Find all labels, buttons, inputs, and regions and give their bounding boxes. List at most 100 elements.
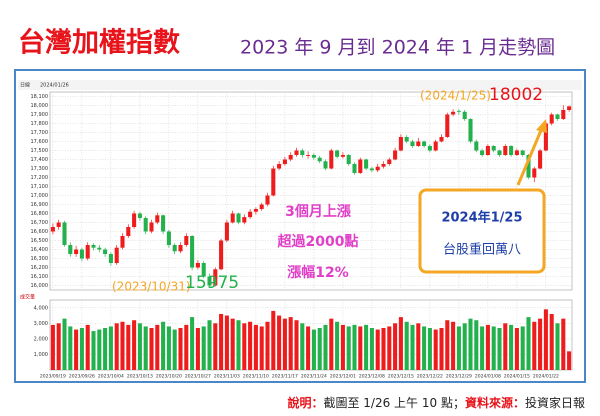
callout-text: 台股重回萬八 [443,242,521,258]
volume-bar [253,324,258,370]
candle-body [549,114,554,124]
x-tick-label: 2024/01/15 [504,374,530,380]
candle-body [184,236,189,245]
candle-body [294,150,299,155]
candle-body [74,249,79,254]
annotation-high-value: 18002 [489,85,543,105]
candle-body [236,213,241,223]
volume-bar [485,324,490,370]
volume-bar [166,326,171,370]
candle-body [288,155,293,160]
y-tick-label: 18,000 [31,103,49,109]
volume-bar [323,324,328,370]
candle-body [364,159,369,169]
footer-note: 截圖至 1/26 上午 10 點； [323,396,464,410]
candle-body [491,146,496,151]
volume-bar [549,314,554,370]
candle-body [103,249,108,254]
candle-body [91,245,96,248]
volume-bar [190,317,195,370]
volume-bar [462,323,467,370]
annotation-rise: 超過2000點 [277,233,359,250]
annotation-low-date: (2023/10/31) [112,280,191,294]
candle-body [114,247,119,263]
x-tick-label: 2023/11/03 [214,374,240,380]
volume-bar [561,318,566,370]
y-tick-label: 17,600 [31,139,49,145]
volume-bar [259,326,264,370]
volume-bar [236,320,241,370]
volume-bar [79,328,84,370]
volume-bar [555,323,560,370]
candle-body [340,155,345,157]
candle-body [404,137,409,142]
candle-body [398,137,403,151]
volume-bar [143,326,148,370]
candle-body [242,217,247,223]
volume-bar [85,324,90,370]
volume-label: 成交量 [20,294,35,301]
candle-body [335,150,340,157]
candle-body [62,222,67,245]
volume-bar [369,328,374,370]
candle-body [126,227,131,236]
volume-bar [137,323,142,370]
volume-bar [97,329,102,370]
volume-bar [358,326,363,370]
volume-bar [271,310,276,370]
volume-bar [311,329,316,370]
volume-bar [207,320,212,370]
candle-body [561,110,566,119]
volume-bar [126,324,131,370]
info-bar [18,80,582,90]
candle-body [230,213,235,223]
volume-bar [50,324,55,370]
x-tick-label: 2023/10/13 [127,374,153,380]
volume-bar [346,326,351,370]
panel-border [49,299,573,371]
y2-tick-label: 1,000 [34,352,48,358]
volume-bar [317,328,322,370]
candle-body [346,155,351,164]
candle-body [277,164,282,169]
volume-bar [427,328,432,370]
volume-bar [480,326,485,370]
volume-bar [132,320,137,370]
candle-body [509,146,514,155]
x-tick-label: 2023/11/10 [243,374,269,380]
callout-box [418,188,546,274]
candle-body [161,215,166,232]
volume-bar [375,329,380,370]
volume-bar [248,321,253,370]
candle-body [567,106,572,110]
candle-body [526,155,531,178]
candle-body [132,213,137,227]
volume-bar [120,321,125,370]
candle-body [317,157,322,162]
candle-body [451,111,456,115]
chart-title: 台灣加權指數 [18,27,180,59]
volume-bar [491,326,496,370]
y-tick-label: 17,400 [31,157,49,163]
volume-bar [520,326,525,370]
candle-body [352,164,357,173]
panel-label: 日線 [20,82,30,89]
volume-bar [387,326,392,370]
y-tick-label: 16,700 [31,220,49,226]
volume-bar [497,328,502,370]
callout-arrow [516,127,544,186]
volume-bar [62,318,67,370]
volume-bar [422,326,427,370]
candle-body [224,222,229,241]
candle-body [108,254,113,263]
candle-body [248,211,253,218]
footer-source: 投資家日報 [525,395,585,410]
candle-body [271,168,276,196]
volume-bar [451,321,456,370]
volume-bar [404,321,409,370]
plot-area: 16,000 16,100 16,200 16,300 16,400 16,500 16,6… [31,91,573,380]
y-tick-label: 18,100 [31,94,49,100]
volume-bar [74,329,79,370]
y-tick-label: 16,900 [31,202,49,208]
